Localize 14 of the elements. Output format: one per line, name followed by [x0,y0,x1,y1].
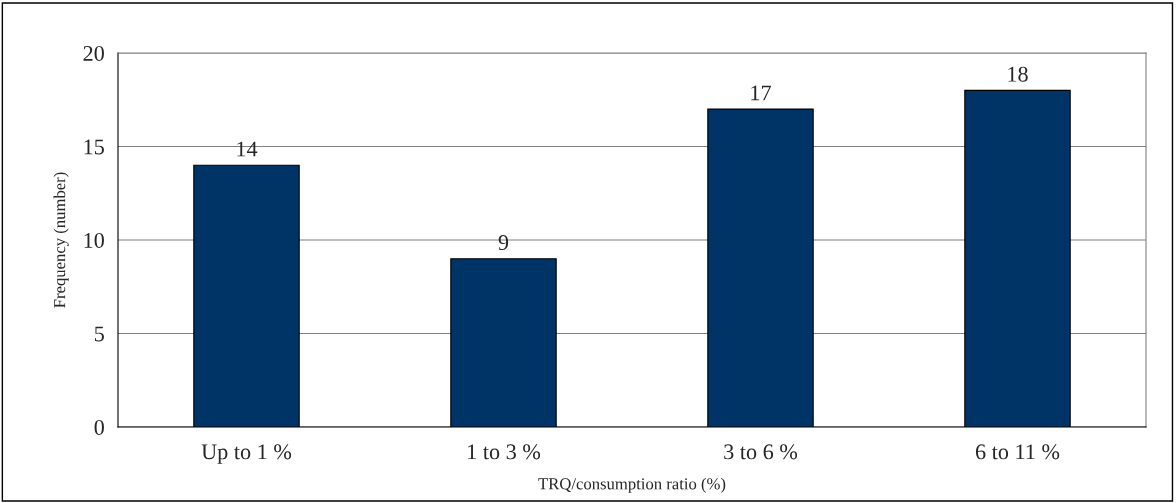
x-tick-label: 1 to 3 % [468,444,541,460]
y-tick-label: 0 [94,419,104,435]
data-label: 17 [751,85,771,101]
y-tick-label: 20 [83,45,104,61]
y-tick-label: 5 [94,326,104,342]
y-axis-title: Frequency (number) [53,172,69,308]
x-tick-label: 3 to 6 % [724,444,798,460]
x-tick-label: 6 to 11 % [975,444,1060,460]
y-tick-label: 10 [84,232,104,248]
y-tick-label: 15 [84,139,104,155]
data-label: 18 [1008,66,1028,82]
x-axis-title: TRQ/consumption ratio (%) [538,477,726,493]
data-label: 9 [498,235,509,251]
x-tick-label: Up to 1 % [201,444,292,464]
